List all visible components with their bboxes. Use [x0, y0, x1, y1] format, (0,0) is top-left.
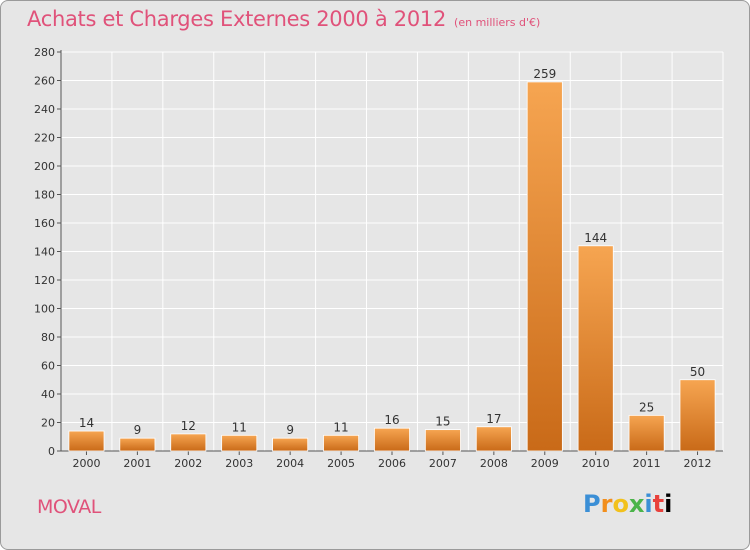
bar-2008 [475, 426, 512, 452]
data-label-2002: 12 [181, 419, 196, 433]
data-label-2009: 259 [533, 67, 556, 81]
bar-2000 [68, 430, 105, 452]
data-label-2004: 9 [286, 423, 294, 437]
x-tick-label-2002: 2002 [174, 457, 202, 470]
x-tick-label-2007: 2007 [429, 457, 457, 470]
chart-title-text: Achats et Charges Externes 2000 à 2012 [27, 7, 447, 31]
commune-name: MOVAL [37, 496, 101, 518]
bars [68, 81, 716, 452]
bar-2004 [272, 437, 309, 452]
bar-2001 [119, 437, 156, 452]
y-tick-label: 220 [34, 132, 55, 145]
x-tick-label-2001: 2001 [123, 457, 151, 470]
x-tick-label-2005: 2005 [327, 457, 355, 470]
bar-2003 [221, 434, 258, 452]
proxiti-logo[interactable]: Proxiti [583, 490, 673, 518]
y-tick-label: 100 [34, 303, 55, 316]
y-tick-label: 60 [41, 360, 55, 373]
data-label-2001: 9 [134, 423, 142, 437]
y-tick-label: 160 [34, 217, 55, 230]
data-label-2011: 25 [639, 400, 654, 414]
bar-2010 [577, 245, 614, 452]
bar-2009 [526, 81, 563, 452]
x-tick-label-2000: 2000 [72, 457, 100, 470]
y-tick-label: 80 [41, 331, 55, 344]
data-label-2010: 144 [584, 231, 607, 245]
x-tick-label-2003: 2003 [225, 457, 253, 470]
x-tick-label-2004: 2004 [276, 457, 304, 470]
y-tick-label: 180 [34, 189, 55, 202]
labels: 14 2000 9 2001 12 2002 11 2003 9 2004 11 2005 16 2006… [72, 67, 711, 470]
x-tick-label-2008: 2008 [480, 457, 508, 470]
data-label-2012: 50 [690, 365, 705, 379]
y-tick-label: 200 [34, 160, 55, 173]
y-tick-label: 140 [34, 246, 55, 259]
data-label-2005: 11 [333, 420, 348, 434]
y-tick-label: 280 [34, 46, 55, 59]
data-label-2003: 11 [232, 420, 247, 434]
bar-2011 [628, 414, 665, 452]
y-tick-label: 260 [34, 75, 55, 88]
y-tick-label: 120 [34, 274, 55, 287]
y-tick-label: 0 [48, 445, 55, 458]
bar-2005 [323, 434, 360, 452]
grid-lines [60, 51, 724, 452]
data-label-2000: 14 [79, 416, 94, 430]
data-label-2007: 15 [435, 415, 450, 429]
data-label-2006: 16 [384, 413, 399, 427]
x-tick-label-2011: 2011 [633, 457, 661, 470]
x-tick-label-2009: 2009 [531, 457, 559, 470]
y-tick-label: 240 [34, 103, 55, 116]
y-tick-label: 40 [41, 388, 55, 401]
bar-2006 [374, 427, 410, 452]
bar-2007 [424, 429, 461, 452]
x-tick-label-2012: 2012 [684, 457, 712, 470]
data-label-2008: 17 [486, 412, 501, 426]
x-tick-label-2006: 2006 [378, 457, 406, 470]
y-tick-label: 20 [41, 417, 55, 430]
chart-subtitle: (en milliers d'€) [454, 16, 541, 29]
bar-2002 [170, 433, 207, 452]
chart-title: Achats et Charges Externes 2000 à 2012 (e… [27, 7, 540, 31]
bar-2012 [679, 379, 716, 452]
x-tick-label-2010: 2010 [582, 457, 610, 470]
